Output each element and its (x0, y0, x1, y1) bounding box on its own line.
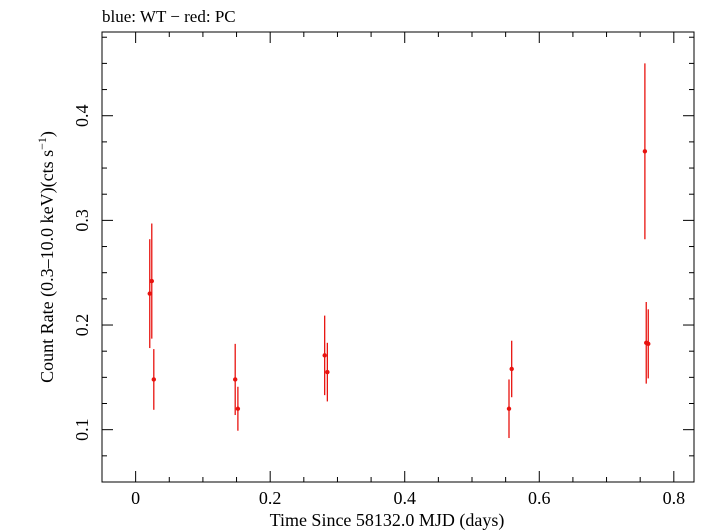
data-marker (322, 353, 327, 358)
data-point (642, 63, 648, 240)
y-tick-label: 0.2 (72, 314, 92, 337)
data-marker (151, 377, 156, 382)
data-points (147, 63, 651, 439)
x-tick-label: 0.8 (663, 488, 686, 508)
x-tick-label: 0.2 (259, 488, 282, 508)
x-tick-label: 0 (131, 488, 140, 508)
y-axis-label-main: Count Rate (0.3–10.0 keV)(cts s (37, 150, 58, 383)
axis-ticks (101, 32, 694, 483)
x-tick-labels: 0 0.2 0.4 0.6 0.8 (131, 488, 685, 508)
data-point (151, 349, 156, 410)
data-marker (233, 377, 238, 382)
y-axis-label: Count Rate (0.3–10.0 keV)(cts s−1) (35, 131, 58, 383)
y-tick-labels: 0.1 0.2 0.3 0.4 (72, 104, 92, 440)
chart-legend: blue: WT − red: PC (102, 7, 236, 26)
y-tick-label: 0.4 (72, 104, 92, 127)
data-point (322, 315, 327, 396)
y-tick-label: 0.1 (72, 418, 92, 441)
data-marker (642, 149, 648, 154)
x-tick-label: 0.6 (528, 488, 551, 508)
data-point (509, 340, 514, 398)
x-tick-label: 0.4 (393, 488, 416, 508)
data-marker (235, 406, 241, 411)
data-marker (509, 366, 514, 372)
plot-frame (101, 31, 695, 483)
y-tick-label: 0.3 (72, 209, 92, 232)
data-point (149, 223, 154, 339)
data-point (506, 379, 512, 439)
data-marker (147, 291, 152, 296)
y-axis-label-close: ) (37, 131, 58, 137)
data-marker (646, 341, 651, 347)
data-point (235, 386, 241, 431)
data-point (147, 239, 152, 349)
data-point (233, 343, 238, 416)
y-axis-label-exponent: −1 (35, 137, 49, 150)
data-marker (506, 406, 512, 411)
data-point (646, 309, 651, 379)
data-marker (149, 278, 154, 284)
data-marker (325, 369, 330, 375)
x-axis-label: Time Since 58132.0 MJD (days) (270, 510, 505, 531)
data-point (325, 342, 330, 402)
